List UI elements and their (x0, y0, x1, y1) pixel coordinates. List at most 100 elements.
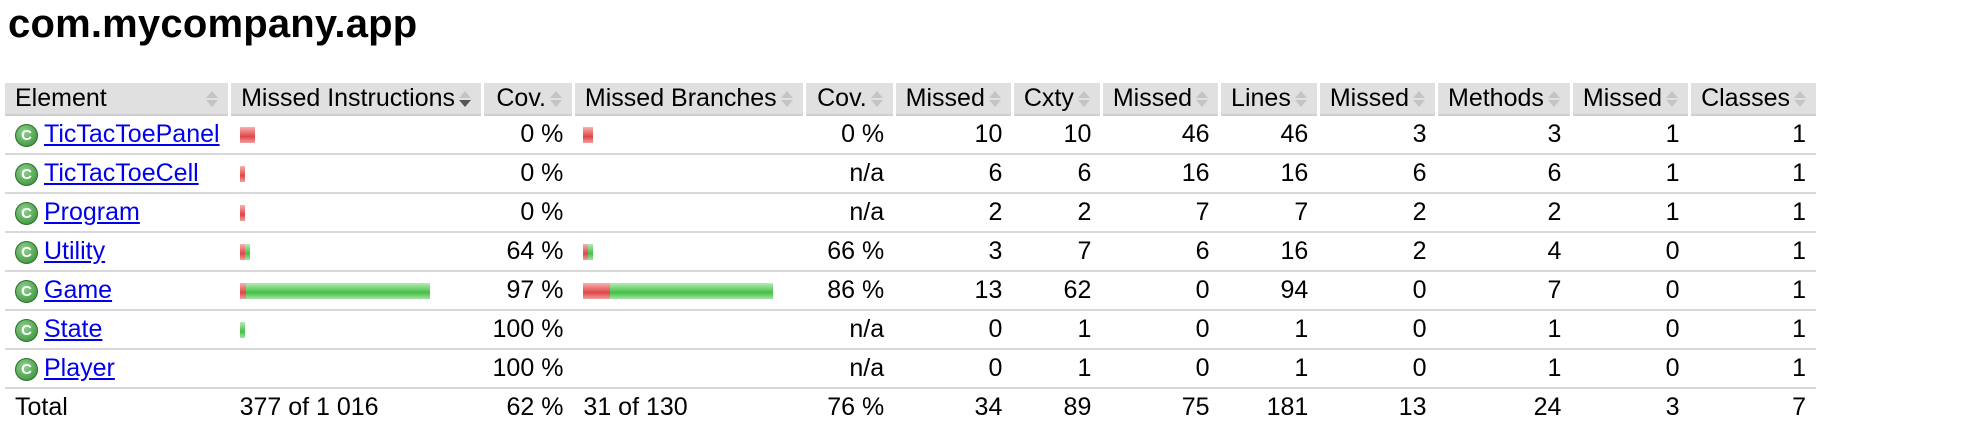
missed-cxty-cell: 0 (894, 349, 1013, 389)
missed-classes-cell: 0 (1571, 271, 1690, 311)
sort-arrows-icon (1077, 90, 1090, 107)
lines-cell: 16 (1219, 232, 1319, 272)
lines-cell: 16 (1219, 154, 1319, 194)
missed-instructions-cell-bar (239, 204, 473, 221)
classes-cell: 1 (1689, 310, 1816, 350)
missed-cxty-cell: 3 (894, 232, 1013, 272)
missed-bar-segment (239, 165, 245, 182)
missed-branches-cell-bar (583, 243, 794, 260)
element-cell: C TicTacToePanel (5, 115, 230, 155)
missed-instructions-cell (229, 271, 483, 311)
missed-instructions-cell (229, 349, 483, 389)
lines-cell: 46 (1219, 115, 1319, 155)
cxty-cell: 10 (1012, 115, 1102, 155)
element-link[interactable]: Player (44, 354, 115, 382)
missed-bar-segment (583, 243, 589, 260)
missed-branches-cell (573, 232, 805, 272)
total-row: Total 377 of 1 016 62 % 31 of 130 76 % 3… (5, 388, 1816, 426)
table-row: C Utility 64 % 66 % 3 7 6 16 2 4 0 1 (5, 232, 1816, 272)
instr-cov-cell: 0 % (482, 154, 574, 194)
element-cell: C State (5, 310, 230, 350)
element-link[interactable]: Game (44, 276, 113, 304)
sort-arrows-icon (780, 90, 793, 107)
class-icon: C (15, 123, 38, 147)
missed-bar-segment (239, 282, 246, 299)
missed-cxty-cell: 0 (894, 310, 1013, 350)
methods-cell: 2 (1436, 193, 1572, 233)
branch-cov-cell: 86 % (804, 271, 895, 311)
header-missed-methods[interactable]: Missed (1318, 83, 1439, 116)
branch-cov-cell: n/a (804, 310, 895, 350)
methods-cell: 3 (1436, 115, 1572, 155)
header-instr-cov[interactable]: Cov. (482, 83, 575, 116)
missed-classes-cell: 1 (1571, 115, 1690, 155)
missed-methods-cell: 2 (1318, 232, 1437, 272)
missed-instructions-cell (229, 310, 483, 350)
total-instructions: 377 of 1 016 (239, 393, 379, 421)
missed-classes-cell: 1 (1571, 154, 1690, 194)
table-row: C TicTacToePanel 0 % 0 % 10 10 46 46 3 3 1 1 (5, 115, 1816, 155)
missed-branches-cell (573, 349, 805, 389)
missed-bar-segment (239, 126, 255, 143)
classes-cell: 1 (1689, 271, 1816, 311)
header-element[interactable]: Element (5, 83, 232, 116)
cxty-cell: 2 (1012, 193, 1102, 233)
header-missed-classes[interactable]: Missed (1571, 83, 1692, 116)
header-methods[interactable]: Methods (1436, 83, 1573, 116)
element-link[interactable]: TicTacToePanel (44, 120, 220, 148)
methods-cell: 7 (1436, 271, 1572, 311)
missed-lines-cell: 46 (1101, 115, 1220, 155)
covered-bar-segment (245, 282, 430, 299)
instr-cov-cell: 100 % (482, 349, 574, 389)
header-missed-instructions[interactable]: Missed Instructions (229, 83, 485, 116)
lines-cell: 94 (1219, 271, 1319, 311)
missed-instructions-cell-bar (239, 321, 473, 338)
missed-branches-cell (573, 193, 805, 233)
total-missed-methods: 13 (1398, 393, 1427, 421)
classes-cell: 1 (1689, 193, 1816, 233)
lines-cell: 7 (1219, 193, 1319, 233)
header-lines[interactable]: Lines (1219, 83, 1320, 116)
table-row: C Player 100 % n/a 0 1 0 1 0 1 0 1 (5, 349, 1816, 389)
total-branch-cov: 76 % (827, 393, 885, 421)
header-missed-cxty[interactable]: Missed (894, 83, 1014, 116)
missed-branches-cell-bar (583, 126, 794, 143)
missed-lines-cell: 0 (1101, 271, 1220, 311)
element-link[interactable]: Program (44, 198, 140, 226)
element-link[interactable]: State (44, 315, 103, 343)
missed-cxty-cell: 13 (894, 271, 1013, 311)
class-icon: C (15, 201, 38, 225)
total-missed-classes: 3 (1665, 393, 1680, 421)
header-classes[interactable]: Classes (1689, 83, 1816, 116)
missed-methods-cell: 0 (1318, 349, 1437, 389)
cxty-cell: 62 (1012, 271, 1102, 311)
missed-lines-cell: 6 (1101, 232, 1220, 272)
branch-cov-cell: 0 % (804, 115, 895, 155)
sort-arrows-icon (1666, 90, 1679, 107)
header-row: Element Missed Instructions Cov. Missed … (5, 83, 1816, 116)
total-missed-cxty: 34 (974, 393, 1003, 421)
methods-cell: 6 (1436, 154, 1572, 194)
lines-cell: 1 (1219, 310, 1319, 350)
missed-instructions-cell (229, 232, 483, 272)
header-missed-lines[interactable]: Missed (1101, 83, 1222, 116)
header-branch-cov[interactable]: Cov. (804, 83, 896, 116)
missed-cxty-cell: 10 (894, 115, 1013, 155)
sort-arrows-icon (206, 90, 219, 107)
header-cxty[interactable]: Cxty (1012, 83, 1103, 116)
element-link[interactable]: Utility (44, 237, 106, 265)
element-link[interactable]: TicTacToeCell (44, 159, 199, 187)
missed-branches-cell (573, 310, 805, 350)
methods-cell: 1 (1436, 310, 1572, 350)
total-lines: 181 (1266, 393, 1309, 421)
missed-bar-segment (239, 204, 245, 221)
page-title: com.mycompany.app (8, 2, 418, 46)
element-cell: C Program (5, 193, 230, 233)
missed-cxty-cell: 2 (894, 193, 1013, 233)
total-cxty: 89 (1063, 393, 1092, 421)
covered-bar-segment (244, 243, 250, 260)
methods-cell: 4 (1436, 232, 1572, 272)
classes-cell: 1 (1689, 232, 1816, 272)
header-missed-branches[interactable]: Missed Branches (573, 83, 806, 116)
sort-arrows-icon (1196, 90, 1209, 107)
